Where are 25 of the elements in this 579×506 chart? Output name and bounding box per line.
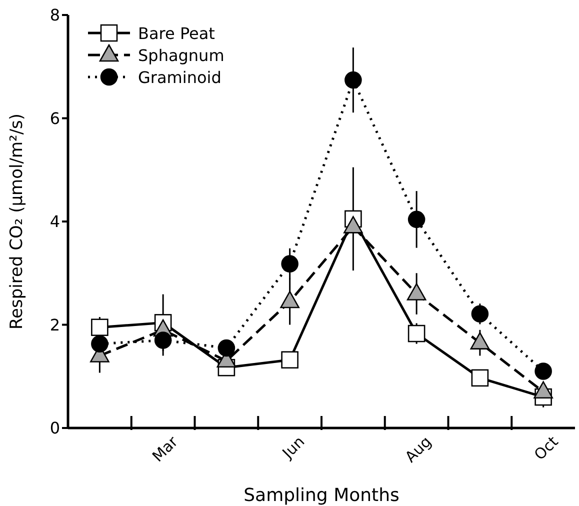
point — [91, 335, 108, 352]
point — [218, 339, 236, 357]
point — [408, 324, 426, 342]
point — [408, 210, 426, 228]
legend-label: Sphagnum — [138, 46, 224, 64]
point — [281, 351, 298, 369]
x-tick-label: Mar — [148, 432, 182, 466]
point — [471, 369, 489, 387]
y-tick-label: 2 — [50, 315, 60, 334]
x-axis-title: Sampling Months — [244, 484, 400, 506]
y-tick-label: 4 — [50, 212, 60, 232]
point — [344, 71, 362, 89]
point — [154, 332, 172, 349]
x-tick-label: Oct — [530, 432, 562, 464]
y-axis-title: Respired CO₂ (µmol/m²/s) — [7, 113, 28, 330]
point — [281, 255, 298, 272]
point — [471, 305, 489, 323]
y-tick-label: 0 — [50, 418, 60, 438]
legend-label: Bare Peat — [138, 24, 215, 42]
point — [534, 362, 552, 380]
y-tick-label: 6 — [50, 108, 60, 128]
y-tick-label: 8 — [50, 6, 60, 25]
x-tick-label: Jun — [278, 432, 308, 463]
x-tick-label: Aug — [402, 432, 435, 466]
legend-label: Graminoid — [138, 68, 222, 86]
